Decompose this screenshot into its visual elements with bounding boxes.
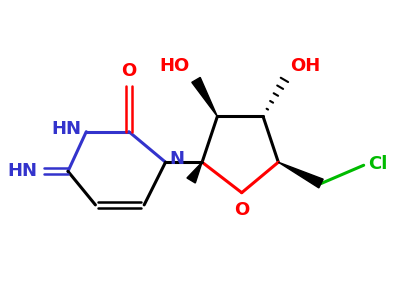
Polygon shape	[192, 77, 217, 116]
Polygon shape	[278, 162, 323, 188]
Text: OH: OH	[290, 57, 321, 75]
Text: O: O	[234, 201, 249, 219]
Text: HO: HO	[160, 57, 190, 75]
Text: O: O	[121, 62, 136, 80]
Text: HN: HN	[51, 120, 81, 138]
Text: HN: HN	[8, 162, 38, 180]
Polygon shape	[187, 162, 202, 183]
Text: N: N	[169, 150, 184, 168]
Text: Cl: Cl	[368, 155, 388, 173]
